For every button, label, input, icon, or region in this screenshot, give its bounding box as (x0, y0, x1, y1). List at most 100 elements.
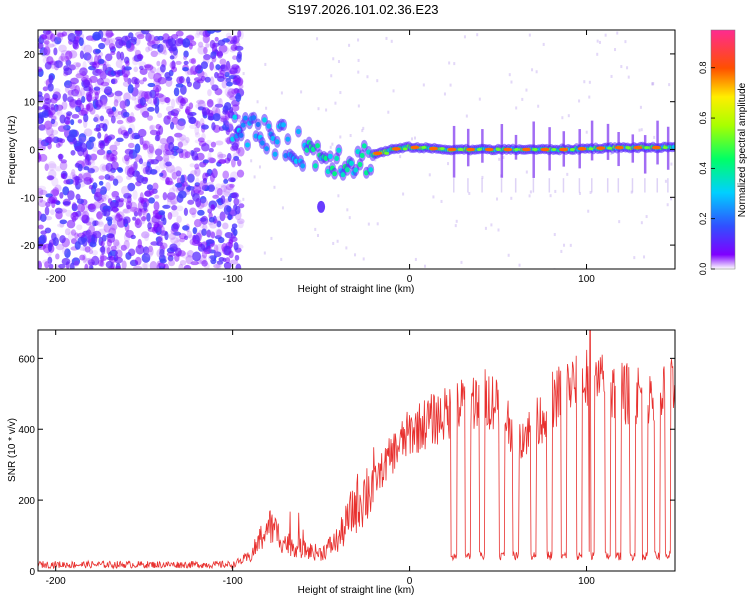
spectrogram-noise-cell (237, 146, 245, 157)
spectrogram-noise-cell (183, 235, 189, 241)
spectrogram-noise-cell (194, 163, 200, 170)
spectrogram-noise-cell (194, 32, 201, 39)
snr-frame (37, 329, 676, 572)
spectrogram-noise-cell (194, 125, 200, 136)
spectrogram-noise-cell (226, 91, 235, 99)
spectrogram-noise-cell (173, 87, 180, 97)
spectrogram-noise-cell (123, 92, 131, 102)
spectrogram-noise-cell (200, 75, 206, 81)
spectrogram-noise-cell (124, 154, 130, 162)
spectrogram-noise-cell (213, 244, 219, 253)
spectrogram-speckle-cell (354, 253, 357, 257)
spectrogram-noise-cell (114, 140, 121, 147)
spectrogram-speckle-cell (549, 194, 552, 198)
spectrogram-noise-cell (183, 264, 192, 269)
spectrogram-noise-cell (175, 182, 183, 188)
spectrogram-noise-cell (38, 112, 47, 118)
spectrogram-speckle-cell (325, 108, 328, 112)
colorbar-gradient (711, 30, 735, 269)
spectrogram-noise-cell (213, 30, 222, 33)
spectrogram-noise-cell (46, 43, 55, 48)
spectrogram-noise-cell (71, 169, 76, 177)
spectrogram-speckle-cell (498, 157, 501, 161)
spectrogram-speckle-cell (476, 33, 479, 37)
spectrogram-streak-tail (591, 178, 593, 193)
spectrogram-speckle-cell (440, 199, 443, 203)
spectrogram-noise-cell (69, 82, 75, 90)
spectrogram-signal-cell (361, 143, 367, 149)
spectrogram-noise-cell (196, 64, 202, 71)
spectrogram-noise-cell (224, 86, 233, 97)
spectrogram-speckle-cell (424, 264, 427, 268)
spectrogram-speckle-cell (563, 243, 566, 247)
spectrogram-noise-cell (223, 68, 230, 76)
spectrogram-signal-cell (368, 167, 374, 173)
spectrogram-noise-cell (156, 60, 161, 67)
spectrogram-noise-cell (207, 151, 212, 162)
spectrogram-peak-cell (559, 147, 569, 152)
snr-x-tick-label: 0 (407, 576, 413, 587)
spectrogram-noise-cell (219, 211, 226, 222)
spectrogram-noise-cell (96, 149, 106, 156)
spectrogram-noise-cell (64, 80, 73, 89)
spectrogram-noise-cell (216, 188, 223, 196)
spectrogram-noise-cell (237, 30, 242, 38)
spectrogram-noise-cell (89, 75, 98, 84)
spectrogram-noise-cell (182, 55, 188, 61)
spectrogram-noise-cell (186, 185, 195, 191)
spectrogram-streak-tail (500, 178, 503, 193)
spectrogram-noise-cell (99, 253, 105, 263)
spectrogram-noise-cell (59, 138, 66, 144)
spectrogram-noise-cell (141, 231, 150, 239)
spectrogram-noise-cell (98, 142, 105, 149)
spectrogram-noise-cell (159, 265, 165, 269)
spectrogram-peak-cell (577, 146, 587, 151)
spectrogram-noise-cell (38, 106, 43, 111)
spectrogram-noise-cell (86, 54, 93, 64)
spectrogram-noise-cell (148, 197, 156, 204)
spectrogram-noise-cell (117, 126, 127, 134)
spectrogram-noise-cell (220, 195, 226, 205)
spectrogram-noise-cell (211, 55, 217, 63)
spectrogram-noise-cell (212, 194, 220, 199)
spectrogram-noise-cell (144, 64, 154, 71)
spectrogram-noise-cell (99, 260, 105, 268)
spectrogram-noise-cell (104, 57, 109, 67)
spectrogram-noise-cell (38, 42, 44, 49)
spectrogram-signal-cell (264, 146, 270, 152)
spectrogram-noise-cell (152, 96, 158, 105)
spectrogram-speckle-cell (390, 39, 393, 43)
spectrogram-speckle-cell (510, 80, 513, 84)
spectrogram-noise-cell (88, 136, 96, 143)
spectrogram-speckle-cell (337, 194, 340, 198)
spectrogram-noise-cell (190, 170, 198, 176)
spectrogram-noise-cell (206, 248, 212, 253)
spectrogram-noise-cell (133, 161, 138, 171)
spectrogram-signal-cell (251, 115, 257, 121)
spectrogram-noise-cell (149, 124, 156, 130)
spectrogram-noise-cell (171, 33, 179, 40)
spectrogram-noise-cell (195, 177, 200, 186)
spectrogram-noise-cell (38, 66, 43, 73)
spectrogram-noise-cell (149, 129, 158, 136)
spectrogram-noise-cell (127, 77, 132, 85)
spectrogram-noise-cell (52, 237, 59, 247)
spectrogram-signal-cell (242, 115, 248, 121)
spectrogram-signal-cell (315, 143, 320, 149)
spectrogram-noise-cell (168, 259, 176, 267)
spectrogram-noise-cell (206, 229, 212, 238)
spectrogram-noise-cell (93, 115, 102, 124)
spectrogram-noise-cell (106, 238, 112, 247)
spectrogram-streak-tail (606, 178, 609, 193)
spectrogram-noise-cell (199, 198, 209, 208)
spectrogram-noise-cell (47, 256, 53, 264)
spectrogram-x-tick-label: -100 (223, 274, 243, 285)
spectrogram-noise-cell (220, 184, 228, 193)
spectrogram-noise-cell (71, 88, 80, 97)
spectrogram-noise-cell (77, 136, 87, 143)
spectrogram-noise-cell (60, 53, 66, 62)
spectrogram-noise-cell (103, 208, 111, 217)
spectrogram-noise-cell (151, 215, 161, 224)
spectrogram-noise-cell (205, 230, 214, 238)
spectrogram-noise-cell (154, 148, 163, 156)
